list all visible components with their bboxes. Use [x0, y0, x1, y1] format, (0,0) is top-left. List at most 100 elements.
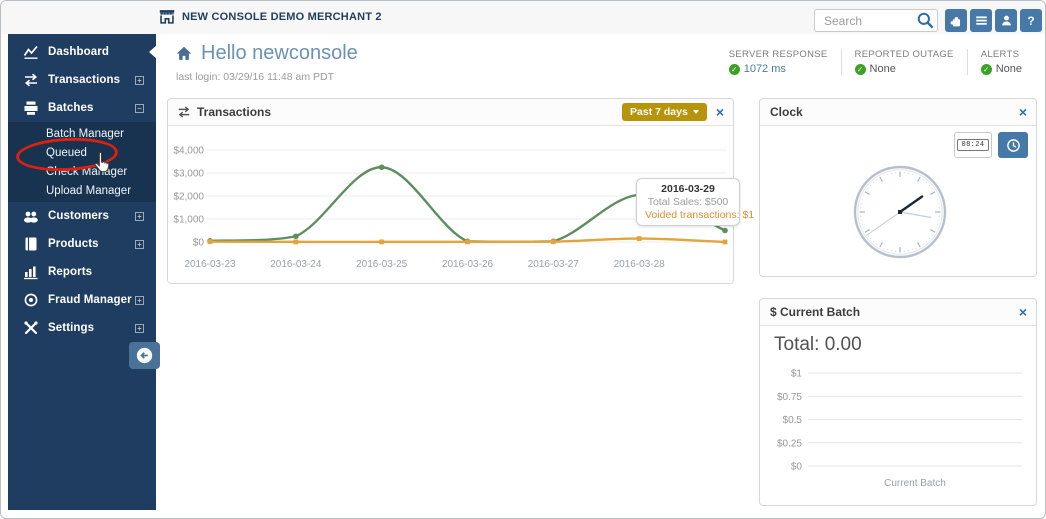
page-title: Hello newconsole [201, 42, 358, 64]
alerts-value: None [995, 63, 1022, 75]
sidebar-item-products[interactable]: Products [8, 230, 156, 258]
last-login: last login: 03/29/16 11:48 am PDT [176, 71, 334, 83]
server-response-value: 1072 ms [743, 63, 786, 75]
transactions-chart-area: $0 $1,000 $2,000 $3,000 $4,000 2016-03-23 2016… [168, 126, 755, 288]
svg-text:$1,000: $1,000 [173, 215, 204, 226]
active-item-notch [149, 45, 157, 59]
check-circle-icon [980, 63, 992, 75]
sidebar-item-customers[interactable]: Customers [8, 202, 156, 230]
current-batch-body: Total: 0.00 $0 $0.25 $0.5 $0.75 $1 Current Ba… [760, 326, 1036, 506]
sidebar-item-batches[interactable]: Batches [8, 94, 156, 122]
status-bar: SERVER RESPONSE 1072 ms REPORTED OUTAGE … [716, 49, 1035, 75]
svg-text:$0.25: $0.25 [777, 438, 802, 449]
svg-text:2016-03-28: 2016-03-28 [614, 259, 666, 270]
submenu-item-upload-manager[interactable]: Upload Manager [46, 184, 132, 197]
settings-icon [23, 320, 39, 336]
tooltip-date: 2016-03-29 [661, 183, 715, 195]
dashboard-icon [23, 44, 39, 60]
reports-icon [23, 264, 39, 280]
sidebar-collapse-button[interactable] [129, 342, 160, 369]
current-batch-chart: $0 $0.25 $0.5 $0.75 $1 Current Batch [760, 354, 1038, 509]
svg-text:2016-03-23: 2016-03-23 [184, 259, 236, 270]
svg-text:2016-03-27: 2016-03-27 [528, 259, 580, 270]
digital-clock-toggle-button[interactable]: 08:24 [954, 132, 992, 158]
date-range-button[interactable]: Past 7 days [622, 103, 707, 121]
svg-text:$0.75: $0.75 [777, 392, 802, 403]
batches-submenu: Batch Manager Queued Check Manager Uploa… [8, 122, 156, 202]
svg-text:2016-03-25: 2016-03-25 [356, 259, 408, 270]
clock-icon [1006, 138, 1020, 152]
clock-body: 08:24 [760, 126, 1036, 277]
analog-clock-toggle-button[interactable] [998, 132, 1028, 158]
sidebar-item-fraud-manager[interactable]: Fraud Manager [8, 286, 156, 314]
customers-icon [23, 208, 39, 224]
clock-panel-header: Clock [760, 99, 1036, 126]
expand-icon[interactable] [135, 239, 144, 249]
help-button[interactable]: ? [1020, 9, 1042, 32]
panel-title: $ Current Batch [770, 305, 861, 319]
sidebar-item-dashboard[interactable]: Dashboard [8, 38, 157, 66]
menu-icon [975, 16, 987, 25]
submenu-item-queued[interactable]: Queued [46, 146, 87, 159]
close-icon[interactable] [1019, 105, 1027, 119]
merchant-name: NEW CONSOLE DEMO MERCHANT 2 [182, 10, 382, 23]
sidebar-item-transactions[interactable]: Transactions [8, 66, 156, 94]
menu-button[interactable] [970, 9, 992, 32]
tooltip-total-sales: Total Sales: $500 [647, 196, 729, 208]
status-reported-outage: REPORTED OUTAGE None [840, 49, 967, 75]
svg-text:$0: $0 [791, 462, 803, 473]
search-input[interactable] [814, 9, 938, 32]
help-icon: ? [1027, 13, 1035, 28]
top-bar: NEW CONSOLE DEMO MERCHANT 2 [1, 1, 1045, 34]
panel-title: Transactions [197, 105, 272, 119]
submenu-item-check-manager[interactable]: Check Manager [46, 165, 128, 178]
expand-icon[interactable] [135, 323, 144, 333]
chevron-down-icon [692, 110, 699, 114]
puzzle-piece-button[interactable] [945, 9, 967, 32]
svg-text:$0: $0 [193, 238, 205, 249]
user-button[interactable] [995, 9, 1017, 32]
check-circle-icon [728, 63, 740, 75]
transactions-panel: Transactions Past 7 days $0 $1,000 $2,000 $… [167, 98, 754, 284]
search-icon[interactable] [916, 11, 935, 30]
status-alerts: ALERTS None [966, 49, 1035, 75]
search-box [814, 9, 938, 32]
arrow-left-circle-icon [136, 347, 153, 364]
close-icon[interactable] [716, 105, 724, 119]
swap-arrows-icon [178, 106, 190, 118]
clock-panel: Clock 08:24 [759, 98, 1037, 277]
check-circle-icon [854, 63, 866, 75]
current-batch-panel: $ Current Batch Total: 0.00 $0$0.25$0.5$… [759, 298, 1037, 506]
analog-clock-face [760, 126, 1036, 283]
merchant-header: NEW CONSOLE DEMO MERCHANT 2 [158, 8, 382, 25]
tooltip-voided: Voided transactions: $1 [645, 209, 755, 221]
collapse-section-icon[interactable] [135, 103, 144, 113]
batches-icon [23, 100, 39, 116]
current-batch-panel-header: $ Current Batch [760, 299, 1036, 326]
svg-text:$4,000: $4,000 [173, 146, 204, 157]
svg-text:$0.5: $0.5 [783, 415, 803, 426]
svg-text:2016-03-24: 2016-03-24 [270, 259, 322, 270]
transactions-panel-header: Transactions Past 7 days [168, 99, 733, 126]
svg-text:2016-03-26: 2016-03-26 [442, 259, 494, 270]
expand-icon[interactable] [135, 75, 144, 85]
expand-icon[interactable] [135, 211, 144, 221]
svg-text:Current Batch: Current Batch [884, 478, 946, 489]
transactions-icon [23, 72, 39, 88]
sidebar-item-settings[interactable]: Settings [8, 314, 156, 342]
reported-outage-value: None [869, 63, 896, 75]
svg-text:$3,000: $3,000 [173, 169, 204, 180]
expand-icon[interactable] [135, 295, 144, 305]
products-icon [23, 236, 39, 252]
home-icon [176, 46, 192, 60]
submenu-item-batch-manager[interactable]: Batch Manager [46, 127, 124, 140]
sidebar-item-reports[interactable]: Reports [8, 258, 156, 286]
panel-title: Clock [770, 105, 803, 119]
batch-total: Total: 0.00 [774, 334, 862, 355]
puzzle-piece-icon [950, 16, 961, 26]
close-icon[interactable] [1019, 305, 1027, 319]
sidebar: Dashboard Transactions Batches [8, 34, 160, 510]
svg-text:$1: $1 [791, 369, 803, 380]
user-icon [1001, 15, 1011, 26]
